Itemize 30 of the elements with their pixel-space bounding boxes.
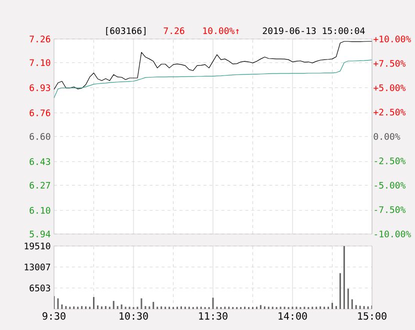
y-tick-label: 6.76 <box>30 109 50 116</box>
x-tick-label: 15:00 <box>358 312 386 320</box>
x-tick-label: 14:00 <box>278 312 307 320</box>
y-tick-label: 19510 <box>24 242 50 250</box>
y-tick-label: 6.27 <box>30 182 50 189</box>
y2-tick-label: -5.00% <box>374 182 406 189</box>
y2-tick-label: 0.00% <box>374 133 400 140</box>
y2-tick-label: -7.50% <box>374 206 406 214</box>
y-tick-label: 5.94 <box>30 230 50 238</box>
y-tick-label: 6.10 <box>30 206 50 214</box>
x-tick-label: 9:30 <box>42 312 66 320</box>
y2-tick-label: -10.00% <box>374 230 411 238</box>
y2-tick-label: +5.00% <box>374 84 406 92</box>
x-tick-label: 10:30 <box>120 312 148 320</box>
y-tick-label: 6.93 <box>30 84 50 92</box>
y-tick-label: 7.10 <box>30 59 50 66</box>
y-tick-label: 6.60 <box>30 133 50 140</box>
y-tick-label: 13007 <box>24 264 50 270</box>
text: 2019-06-13 15:00:04 <box>262 27 365 34</box>
y-tick-label: 6.43 <box>30 158 50 166</box>
text: 10.00%↑ <box>203 27 239 34</box>
text: 7.26 <box>164 27 184 34</box>
y2-tick-label: +2.50% <box>374 108 406 116</box>
y2-tick-label: +10.00% <box>374 36 411 42</box>
x-tick-label: 11:30 <box>199 312 228 320</box>
y-tick-label: 7.26 <box>30 36 50 42</box>
y2-tick-label: +7.50% <box>374 60 406 67</box>
y2-tick-label: -2.50% <box>374 157 406 164</box>
chart-title: [603166] <box>106 27 146 36</box>
y-tick-label: 6503 <box>30 284 50 292</box>
